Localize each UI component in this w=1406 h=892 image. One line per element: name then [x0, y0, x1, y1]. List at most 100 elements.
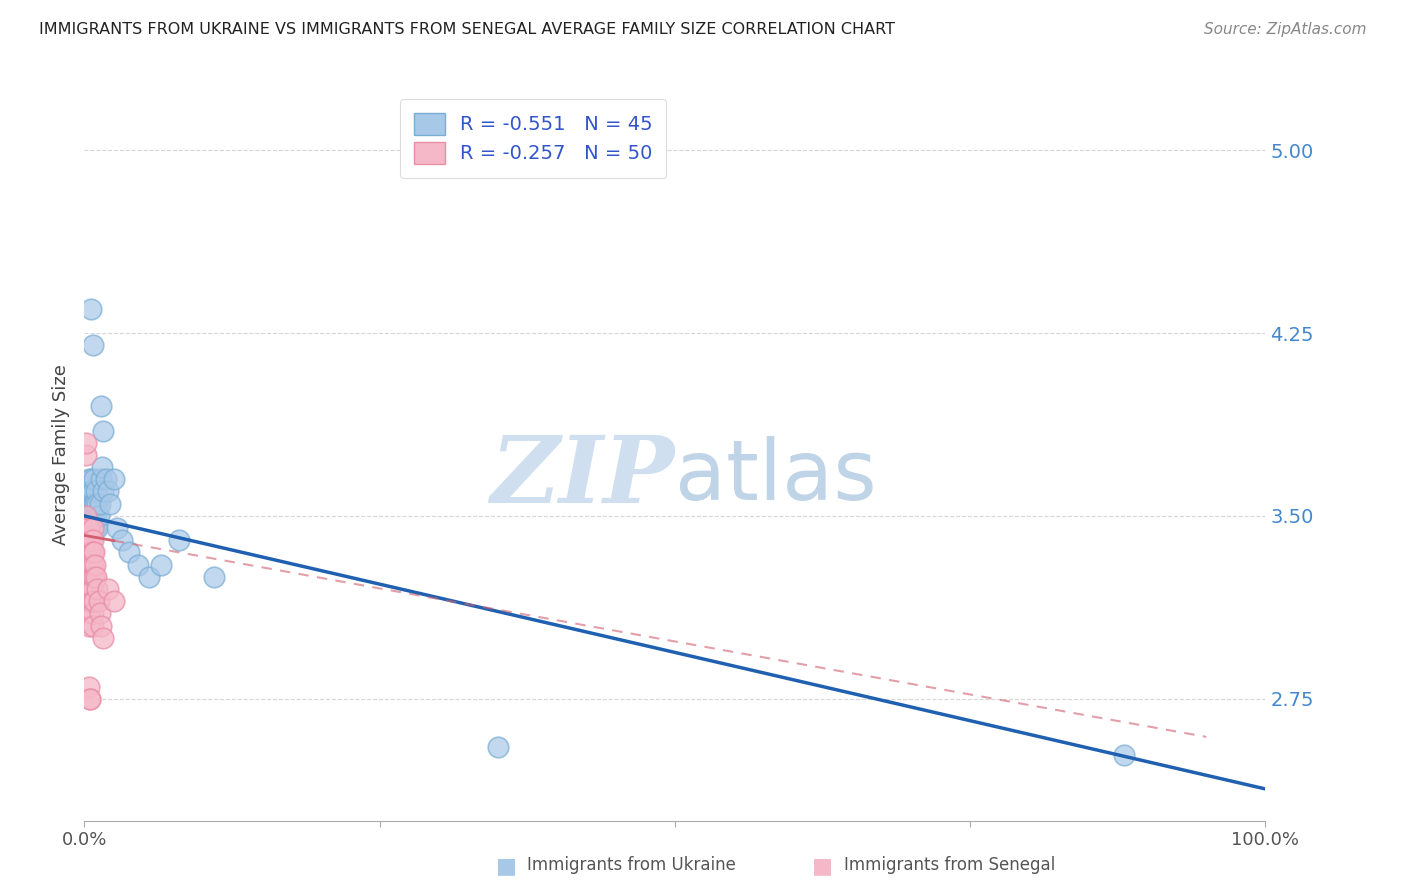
Point	[83, 472, 105, 486]
Point	[83, 570, 105, 584]
Point	[80, 508, 103, 523]
Point	[97, 484, 120, 499]
Text: Immigrants from Ukraine: Immigrants from Ukraine	[527, 856, 737, 874]
Point	[77, 508, 100, 523]
Point	[138, 570, 160, 584]
Point	[90, 618, 112, 632]
Point	[82, 594, 104, 608]
Point	[84, 558, 107, 572]
Point	[486, 740, 509, 755]
Point	[82, 521, 104, 535]
Point	[84, 570, 107, 584]
Point	[91, 484, 114, 499]
Point	[79, 533, 101, 548]
Point	[82, 484, 104, 499]
Point	[202, 570, 225, 584]
Point	[82, 508, 104, 523]
Point	[79, 545, 101, 559]
Point	[84, 497, 107, 511]
Point	[118, 545, 141, 559]
Point	[77, 570, 100, 584]
Point	[77, 582, 100, 596]
Point	[77, 570, 100, 584]
Point	[76, 521, 98, 535]
Legend: R = -0.551   N = 45, R = -0.257   N = 50: R = -0.551 N = 45, R = -0.257 N = 50	[399, 99, 666, 178]
Point	[79, 484, 101, 499]
Point	[97, 582, 120, 596]
Point	[77, 497, 100, 511]
Point	[80, 533, 103, 548]
Point	[82, 533, 104, 548]
Point	[90, 399, 112, 413]
Point	[76, 558, 98, 572]
Point	[77, 521, 100, 535]
Point	[167, 533, 190, 548]
Point	[79, 570, 101, 584]
Point	[80, 472, 103, 486]
Point	[84, 521, 107, 535]
Point	[77, 607, 100, 621]
Point	[80, 582, 103, 596]
Point	[83, 594, 105, 608]
Point	[79, 691, 101, 706]
Point	[77, 618, 100, 632]
Point	[83, 497, 105, 511]
Point	[75, 508, 97, 523]
Point	[77, 521, 100, 535]
Point	[82, 582, 104, 596]
Text: ZIP: ZIP	[491, 432, 675, 522]
Point	[82, 618, 104, 632]
Point	[90, 472, 112, 486]
Point	[80, 558, 103, 572]
Point	[89, 497, 111, 511]
Point	[77, 582, 100, 596]
Point	[82, 570, 104, 584]
Text: Source: ZipAtlas.com: Source: ZipAtlas.com	[1204, 22, 1367, 37]
Point	[87, 594, 110, 608]
Point	[80, 521, 103, 535]
Point	[80, 594, 103, 608]
Point	[75, 533, 97, 548]
Point	[107, 521, 129, 535]
Point	[80, 497, 103, 511]
Point	[84, 484, 107, 499]
Text: ■: ■	[496, 856, 516, 876]
Point	[86, 497, 108, 511]
Point	[82, 521, 104, 535]
Point	[77, 545, 100, 559]
Point	[80, 570, 103, 584]
Point	[91, 460, 114, 475]
Point	[75, 435, 97, 450]
Point	[75, 508, 97, 523]
Point	[87, 508, 110, 523]
Point	[111, 533, 134, 548]
Point	[103, 472, 125, 486]
Point	[98, 497, 121, 511]
Point	[127, 558, 149, 572]
Point	[83, 545, 105, 559]
Point	[91, 424, 114, 438]
Point	[75, 448, 97, 462]
Point	[77, 594, 100, 608]
Point	[76, 484, 98, 499]
Point	[79, 594, 101, 608]
Point	[82, 558, 104, 572]
Point	[79, 497, 101, 511]
Point	[86, 521, 108, 535]
Point	[82, 607, 104, 621]
Point	[77, 558, 100, 572]
Point	[77, 680, 100, 694]
Point	[77, 533, 100, 548]
Point	[86, 582, 108, 596]
Point	[1112, 747, 1135, 762]
Point	[77, 472, 100, 486]
Point	[77, 521, 100, 535]
Y-axis label: Average Family Size: Average Family Size	[52, 365, 70, 545]
Point	[84, 508, 107, 523]
Point	[82, 497, 104, 511]
Point	[79, 691, 101, 706]
Point	[79, 582, 101, 596]
Point	[103, 594, 125, 608]
Point	[94, 472, 117, 486]
Point	[83, 508, 105, 523]
